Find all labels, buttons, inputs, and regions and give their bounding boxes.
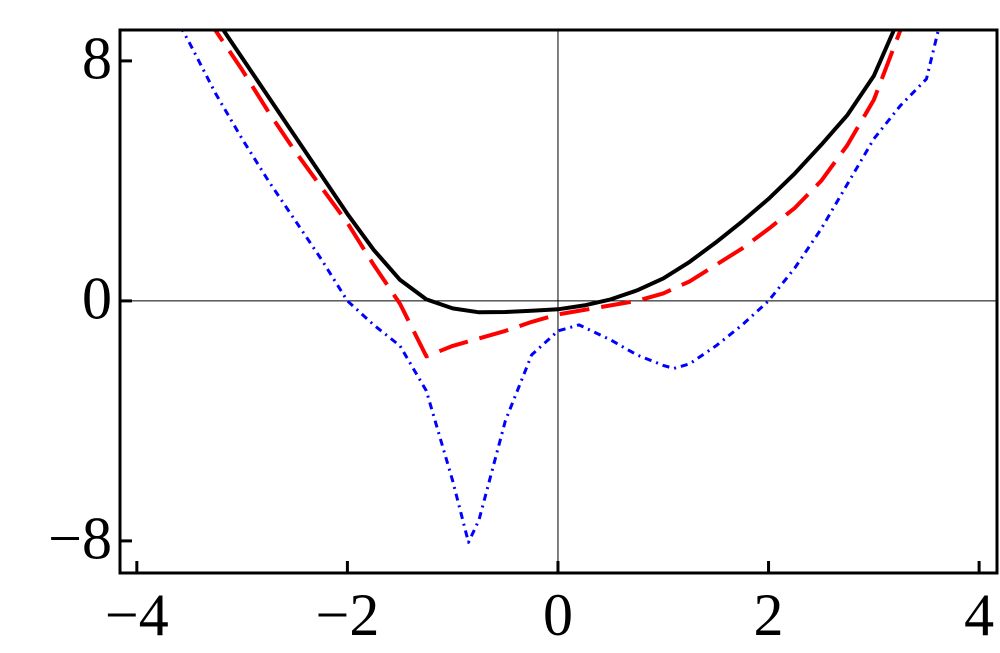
x-tick-label: −4 xyxy=(105,582,169,648)
y-tick-label: −8 xyxy=(48,506,112,572)
plot-frame xyxy=(118,28,999,575)
x-tick-label: −2 xyxy=(315,582,379,648)
y-tick-label: 8 xyxy=(82,26,112,92)
x-tick-label: 2 xyxy=(754,582,784,648)
line-series xyxy=(212,30,903,359)
line-series xyxy=(180,30,940,544)
x-tick-label: 4 xyxy=(964,582,994,648)
line-series xyxy=(220,30,897,315)
x-tick-label: 0 xyxy=(543,582,573,648)
y-tick-label: 0 xyxy=(82,266,112,332)
plot-area xyxy=(180,30,940,544)
